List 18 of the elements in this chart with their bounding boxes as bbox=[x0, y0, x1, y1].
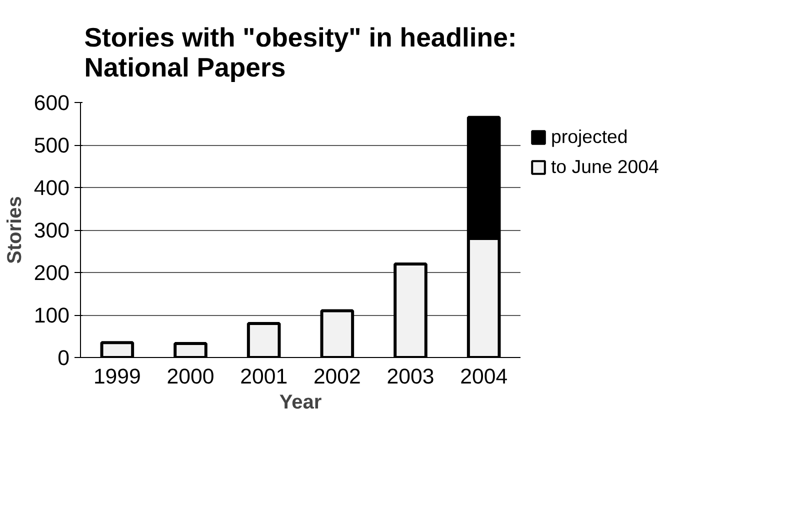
x-tick-label: 2002 bbox=[313, 364, 361, 388]
y-tick-label: 0 bbox=[58, 346, 70, 370]
legend-label: to June 2004 bbox=[551, 156, 659, 178]
y-tick-label: 200 bbox=[34, 261, 70, 285]
y-tick-label: 600 bbox=[34, 91, 70, 115]
y-tick-label: 500 bbox=[34, 134, 70, 158]
x-tick-label: 2001 bbox=[240, 364, 288, 388]
legend-label: projected bbox=[551, 126, 628, 148]
chart-title: Stories with "obesity" in headline: National Papers bbox=[84, 22, 517, 82]
x-axis-title: Year bbox=[279, 392, 322, 414]
x-tick-label: 1999 bbox=[93, 364, 141, 388]
y-axis-title: Stories bbox=[4, 196, 26, 264]
y-tick-label: 400 bbox=[34, 176, 70, 200]
y-tick-label: 300 bbox=[34, 218, 70, 242]
x-tick-label: 2003 bbox=[386, 364, 434, 388]
y-tick-label: 100 bbox=[34, 304, 70, 328]
x-tick-label: 2000 bbox=[166, 364, 214, 388]
x-tick-label: 2004 bbox=[460, 364, 508, 388]
